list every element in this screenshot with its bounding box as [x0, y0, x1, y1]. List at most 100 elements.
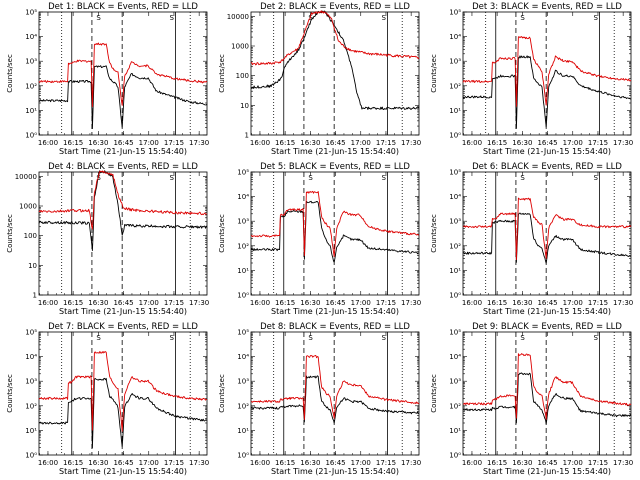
panel-title: Det 4: BLACK = Events, RED = LLD	[48, 162, 198, 172]
panel-title: Det 9: BLACK = Events, RED = LLD	[472, 322, 622, 332]
x-tick-label: 16:30	[512, 299, 532, 307]
x-axis-label: Start Time (21-Jun-15 15:54:40)	[271, 147, 399, 156]
x-tick-label: 16:00	[250, 139, 270, 147]
panel-title: Det 5: BLACK = Events, RED = LLD	[260, 162, 410, 172]
y-tick-label: 10⁰	[237, 292, 249, 300]
series-line-events	[462, 212, 632, 264]
y-tick-label: 10¹	[449, 427, 461, 435]
x-tick-label: 17:15	[588, 139, 608, 147]
y-tick-label: 10³	[449, 58, 461, 66]
x-tick-label: 16:30	[88, 299, 108, 307]
y-tick-label: 10000	[15, 173, 37, 181]
marker-letter: S	[520, 334, 525, 342]
y-axis-label: Counts/sec	[6, 54, 14, 93]
x-tick-label: 16:15	[63, 139, 83, 147]
marker-letter: S	[381, 14, 386, 22]
x-tick-label: 17:15	[164, 459, 184, 467]
x-axis-label: Start Time (21-Jun-15 15:54:40)	[59, 467, 187, 476]
x-tick-label: 16:00	[38, 459, 58, 467]
panel-2: Det 2: BLACK = Events, RED = LLD 1 10 100 10…	[218, 2, 421, 156]
y-tick-label: 1000	[19, 203, 37, 211]
series-line-events	[250, 200, 420, 263]
x-tick-label: 16:15	[63, 459, 83, 467]
plot-frame	[462, 171, 632, 296]
marker-letter: S	[169, 334, 174, 342]
y-axis-label: Counts/sec	[6, 374, 14, 413]
x-tick-label: 16:30	[300, 139, 320, 147]
x-tick-label: 16:45	[113, 299, 133, 307]
y-tick-label: 10³	[237, 218, 249, 226]
y-tick-label: 10⁵	[237, 169, 249, 177]
marker-letter: S	[96, 174, 101, 182]
panel-title: Det 6: BLACK = Events, RED = LLD	[472, 162, 622, 172]
marker-letter: S	[169, 14, 174, 22]
x-tick-label: 16:30	[512, 139, 532, 147]
y-axis-label: Counts/sec	[430, 54, 438, 93]
x-tick-label: 17:00	[563, 299, 583, 307]
y-tick-label: 10⁴	[237, 353, 249, 361]
x-tick-label: 17:00	[139, 459, 159, 467]
series-line-events	[250, 375, 420, 424]
series-line-events	[38, 65, 208, 130]
plot-frame	[462, 331, 632, 456]
panel-3: Det 3: BLACK = Events, RED = LLD 10⁰ 10¹ 10…	[430, 2, 633, 156]
y-tick-label: 10⁵	[237, 329, 249, 337]
y-tick-label: 10⁵	[449, 9, 461, 17]
marker-letter: S	[381, 334, 386, 342]
y-axis-label: Counts/sec	[218, 54, 226, 93]
x-tick-label: 17:00	[563, 459, 583, 467]
panel-8: Det 8: BLACK = Events, RED = LLD 10⁰ 10¹ 10…	[218, 322, 421, 476]
plot-frame	[38, 11, 208, 136]
x-tick-label: 16:15	[275, 459, 295, 467]
series-line-events	[38, 377, 208, 449]
y-tick-label: 10⁵	[449, 169, 461, 177]
x-tick-label: 17:00	[351, 139, 371, 147]
plot-frame	[38, 331, 208, 456]
y-tick-label: 10¹	[449, 107, 461, 115]
y-tick-label: 1	[245, 132, 249, 140]
x-tick-label: 16:45	[113, 459, 133, 467]
y-tick-label: 10⁴	[25, 353, 37, 361]
x-axis-label: Start Time (21-Jun-15 15:54:40)	[483, 147, 611, 156]
series-line-lld	[250, 355, 420, 420]
y-axis-label: Counts/sec	[6, 214, 14, 253]
panel-9: Det 9: BLACK = Events, RED = LLD 10⁰ 10¹ 10…	[430, 322, 633, 476]
series-line-lld	[38, 170, 208, 230]
x-axis-label: Start Time (21-Jun-15 15:54:40)	[271, 307, 399, 316]
x-tick-label: 16:15	[275, 299, 295, 307]
y-axis-label: Counts/sec	[218, 374, 226, 413]
y-axis-label: Counts/sec	[430, 374, 438, 413]
series-line-lld	[462, 353, 632, 420]
x-tick-label: 17:00	[139, 299, 159, 307]
x-tick-label: 16:45	[537, 459, 557, 467]
x-tick-label: 17:30	[613, 299, 633, 307]
marker-letter: S	[308, 334, 313, 342]
series-line-lld	[462, 197, 632, 261]
y-tick-label: 100	[24, 232, 37, 240]
marker-letter: S	[169, 174, 174, 182]
x-tick-label: 16:45	[113, 139, 133, 147]
x-axis-label: Start Time (21-Jun-15 15:54:40)	[271, 467, 399, 476]
y-tick-label: 1	[33, 292, 37, 300]
x-tick-label: 16:30	[88, 139, 108, 147]
y-tick-label: 10	[28, 262, 37, 270]
x-tick-label: 16:00	[250, 299, 270, 307]
marker-letter: S	[520, 174, 525, 182]
series-line-events	[250, 10, 420, 110]
y-tick-label: 10⁵	[449, 329, 461, 337]
y-tick-label: 100	[236, 72, 249, 80]
x-tick-label: 16:00	[462, 299, 482, 307]
x-tick-label: 16:15	[63, 299, 83, 307]
marker-letter: S	[308, 174, 313, 182]
y-tick-label: 10¹	[237, 427, 249, 435]
x-tick-label: 16:00	[462, 139, 482, 147]
y-tick-label: 10⁰	[237, 452, 249, 460]
y-tick-label: 10²	[449, 402, 461, 410]
x-tick-label: 16:45	[325, 299, 345, 307]
y-tick-label: 10⁰	[25, 452, 37, 460]
x-axis-label: Start Time (21-Jun-15 15:54:40)	[483, 467, 611, 476]
x-tick-label: 16:30	[300, 459, 320, 467]
y-axis-label: Counts/sec	[430, 214, 438, 253]
y-tick-label: 10¹	[237, 267, 249, 275]
panel-6: Det 6: BLACK = Events, RED = LLD 10⁰ 10¹ 10…	[430, 162, 633, 316]
